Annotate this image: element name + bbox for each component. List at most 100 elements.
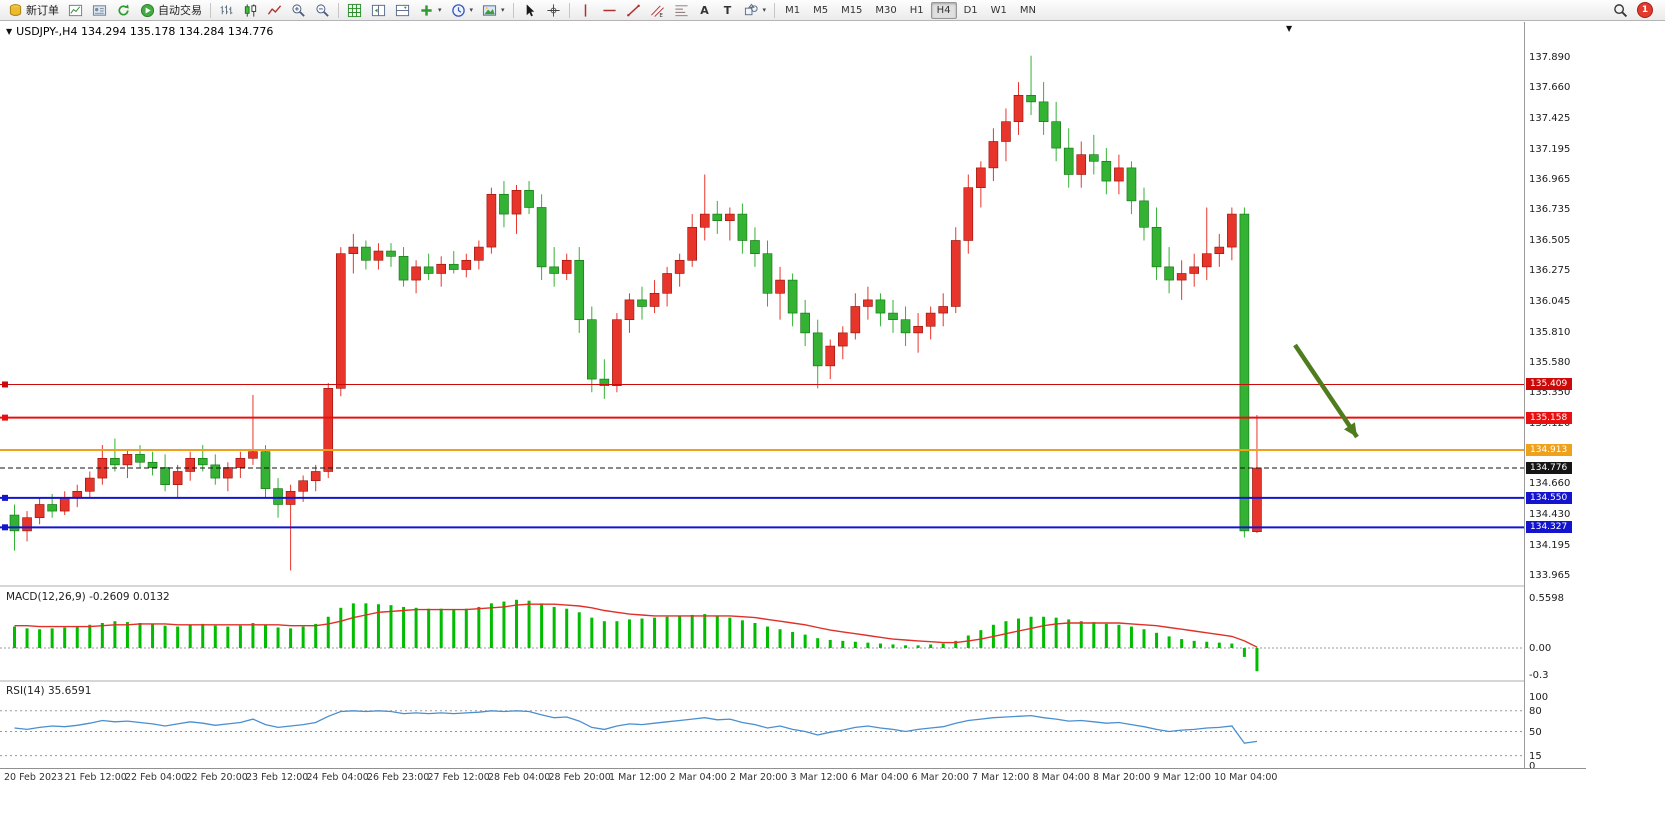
- level-handle: [2, 381, 8, 388]
- timeframe-m30-button[interactable]: M30: [869, 2, 902, 19]
- autotrade-play-icon: [140, 3, 155, 18]
- zoom-out-button[interactable]: [311, 1, 334, 20]
- templates-button[interactable]: ▾: [478, 1, 509, 20]
- main-toolbar: 新订单 自动交易 ▾ ▾ ▾ E A T ▾ M1 M5 M15 M30 H1 …: [0, 0, 1665, 21]
- scale-tick: 134.430: [1529, 508, 1571, 520]
- time-label: 10 Mar 04:00: [1214, 772, 1278, 783]
- channel-tool-button[interactable]: E: [646, 1, 669, 20]
- toolbar-separator: [210, 2, 211, 18]
- scale-tick: 134.195: [1529, 539, 1571, 551]
- scale-tick: 136.045: [1529, 295, 1571, 307]
- scale-tick: 137.425: [1529, 113, 1571, 125]
- profiles-button[interactable]: [88, 1, 111, 20]
- scale-tick: 50: [1529, 726, 1542, 738]
- candles-series: [9, 55, 1262, 571]
- fibonacci-icon: [674, 3, 689, 18]
- scale-tick: 136.505: [1529, 234, 1571, 246]
- cursor-button[interactable]: [518, 1, 541, 20]
- zoom-in-button[interactable]: [287, 1, 310, 20]
- crosshair-button[interactable]: [542, 1, 565, 20]
- collapse-arrow-icon[interactable]: ▼: [6, 27, 13, 36]
- scale-tick: 136.965: [1529, 174, 1571, 186]
- periods-button[interactable]: ▾: [447, 1, 478, 20]
- timeframe-h4-button[interactable]: H4: [930, 1, 957, 19]
- scale-tick: 133.965: [1529, 570, 1571, 582]
- dropdown-caret-icon: ▾: [469, 6, 474, 14]
- label-t-icon: T: [723, 3, 732, 17]
- trend-arrow[interactable]: [1293, 343, 1359, 439]
- autotrade-label: 自动交易: [158, 4, 202, 17]
- scale-tick: 135.350: [1529, 387, 1571, 399]
- timeframe-h1-button[interactable]: H1: [904, 2, 930, 19]
- label-tool-button[interactable]: T: [717, 1, 739, 20]
- timeframe-m1-button[interactable]: M1: [779, 2, 806, 19]
- time-label: 2 Mar 04:00: [669, 772, 727, 783]
- time-label: 28 Feb 20:00: [548, 772, 611, 783]
- crosshair-icon: [546, 3, 561, 18]
- bar-chart-type-button[interactable]: [215, 1, 238, 20]
- scale-tick: 136.275: [1529, 265, 1571, 277]
- time-label: 8 Mar 20:00: [1093, 772, 1151, 783]
- chart-shift-marker[interactable]: ▼: [1286, 24, 1293, 33]
- price-level-box: 135.158: [1526, 411, 1572, 424]
- new-chart-button[interactable]: [64, 1, 87, 20]
- toolbar-separator: [512, 2, 514, 18]
- symbol-ohlc-text: USDJPY-,H4 134.294 135.178 134.284 134.7…: [16, 25, 274, 38]
- scale-tick: 137.890: [1529, 52, 1571, 63]
- tile-vertical-icon: [395, 3, 410, 18]
- text-tool-button[interactable]: A: [694, 1, 716, 20]
- time-label: 28 Feb 04:00: [488, 772, 551, 783]
- price-level-box: 134.327: [1526, 521, 1572, 534]
- scale-tick: 135.810: [1529, 326, 1571, 338]
- toolbar-separator: [774, 2, 776, 18]
- price-levels[interactable]: [0, 381, 1524, 531]
- tile-windows-vertical-button[interactable]: [391, 1, 414, 20]
- vertical-line-icon: [578, 3, 593, 18]
- toolbar-separator: [568, 2, 570, 18]
- search-button[interactable]: [1609, 1, 1632, 20]
- time-label: 6 Mar 20:00: [911, 772, 969, 783]
- time-axis[interactable]: 20 Feb 2023 21 Feb 12:00 22 Feb 04:00 22 Fe…: [0, 768, 1586, 789]
- shapes-button[interactable]: ▾: [740, 1, 771, 20]
- timeframe-w1-button[interactable]: W1: [985, 2, 1013, 19]
- time-label: 6 Mar 04:00: [851, 772, 909, 783]
- vertical-line-tool-button[interactable]: [574, 1, 597, 20]
- notification-badge[interactable]: 1: [1637, 2, 1653, 18]
- chart-title: ▼ USDJPY-,H4 134.294 135.178 134.284 134.…: [6, 25, 273, 38]
- new-order-button[interactable]: 新订单: [4, 1, 63, 20]
- candlestick-type-button[interactable]: [239, 1, 262, 20]
- dropdown-caret-icon: ▾: [501, 6, 505, 14]
- time-label: 20 Feb 2023: [4, 772, 64, 783]
- scale-tick: 137.195: [1529, 143, 1571, 155]
- time-label: 7 Mar 12:00: [972, 772, 1030, 783]
- timeframe-m15-button[interactable]: M15: [835, 2, 868, 19]
- zoom-out-icon: [315, 3, 330, 18]
- new-order-label: 新订单: [26, 4, 59, 17]
- indicators-button[interactable]: ▾: [415, 1, 446, 20]
- price-scale[interactable]: 137.890 137.660 137.425 137.195 136.965 136.7…: [1524, 22, 1587, 772]
- timeframe-mn-button[interactable]: MN: [1014, 2, 1042, 19]
- level-handle: [2, 494, 8, 501]
- search-icon: [1613, 3, 1628, 18]
- macd-signal-line: [14, 603, 1258, 648]
- timeframe-m5-button[interactable]: M5: [807, 2, 834, 19]
- horizontal-line-tool-button[interactable]: [598, 1, 621, 20]
- timeframe-d1-button[interactable]: D1: [958, 2, 984, 19]
- time-label: 22 Feb 04:00: [125, 772, 188, 783]
- macd-label: MACD(12,26,9) -0.2609 0.0132: [6, 591, 170, 603]
- rsi-label: RSI(14) 35.6591: [6, 685, 92, 697]
- grid-button[interactable]: [343, 1, 366, 20]
- tile-windows-horizontal-button[interactable]: [367, 1, 390, 20]
- fibonacci-tool-button[interactable]: [670, 1, 693, 20]
- grid-icon: [347, 3, 362, 18]
- scale-tick: 136.735: [1529, 204, 1571, 216]
- equidistant-channel-icon: E: [650, 3, 665, 18]
- scale-tick: 135.580: [1529, 356, 1571, 368]
- refresh-button[interactable]: [112, 1, 135, 20]
- scale-tick: 100: [1529, 692, 1549, 703]
- autotrade-button[interactable]: 自动交易: [136, 1, 206, 20]
- line-chart-type-button[interactable]: [263, 1, 286, 20]
- chart-canvas[interactable]: [0, 22, 1524, 768]
- trendline-tool-button[interactable]: [622, 1, 645, 20]
- dropdown-caret-icon: ▾: [438, 6, 442, 14]
